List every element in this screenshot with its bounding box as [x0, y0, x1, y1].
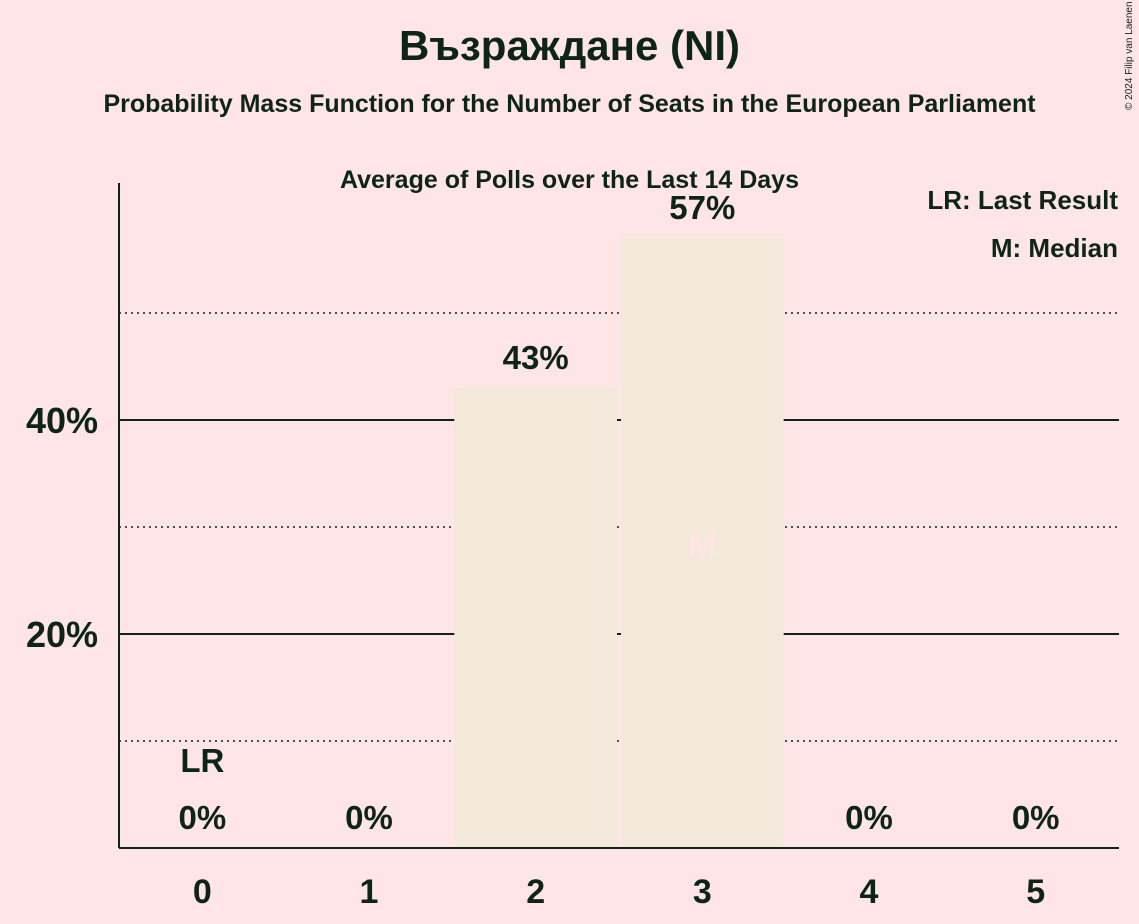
chart-subtitle: Probability Mass Function for the Number… [103, 90, 1036, 118]
bar [621, 238, 784, 849]
x-tick-label: 2 [526, 873, 545, 911]
bar [454, 387, 617, 848]
x-tick-label: 5 [1026, 873, 1045, 911]
data-label: 0% [178, 799, 226, 836]
x-tick-label: 4 [860, 873, 879, 911]
median-marker: M [689, 527, 717, 564]
legend-entry: LR: Last Result [927, 185, 1118, 215]
x-tick-label: 1 [360, 873, 379, 911]
y-tick-label: 20% [26, 614, 98, 655]
data-label: 43% [503, 339, 569, 376]
legend-entry: M: Median [991, 233, 1118, 263]
data-label: 0% [845, 799, 893, 836]
x-tick-label: 0 [193, 873, 212, 911]
data-label: 57% [669, 189, 735, 226]
chart-title: Възраждане (NI) [398, 22, 740, 69]
last-result-marker: LR [180, 742, 224, 779]
chart-subtitle-2: Average of Polls over the Last 14 Days [340, 166, 799, 194]
y-tick-label: 40% [26, 400, 98, 441]
data-label: 0% [1012, 799, 1060, 836]
x-tick-label: 3 [693, 873, 712, 911]
data-label: 0% [345, 799, 393, 836]
